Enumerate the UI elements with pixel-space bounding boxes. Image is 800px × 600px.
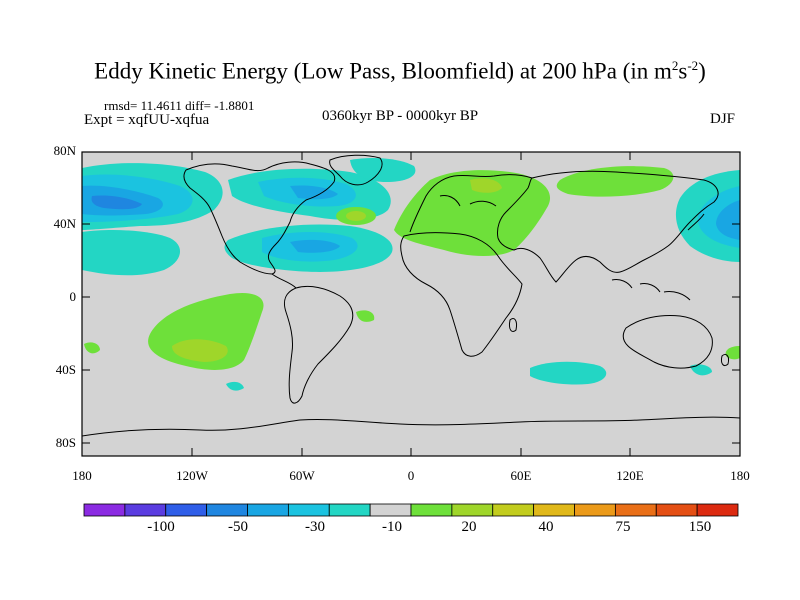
season-label: DJF: [710, 111, 736, 127]
anomaly-region: [530, 361, 607, 385]
coast-south-america: [283, 285, 354, 404]
x-tick-label: 120E: [616, 468, 644, 483]
map-title: Eddy Kinetic Energy (Low Pass, Bloomfiel…: [94, 58, 706, 84]
anomaly-region: [356, 310, 375, 322]
colorbar-swatch: [451, 503, 494, 517]
y-tick-label: 40N: [53, 216, 76, 231]
anomaly-region: [91, 195, 142, 210]
x-tick-label: 60W: [289, 468, 315, 483]
colorbar-swatch: [655, 503, 698, 517]
colorbar-label: -50: [228, 519, 248, 535]
colorbar-swatch: [533, 503, 575, 517]
coastlines: [82, 154, 740, 437]
colorbar-swatch: [328, 503, 371, 517]
y-tick-label: 40S: [55, 362, 76, 377]
coast-greenland: [329, 154, 383, 186]
x-tick-label: 60E: [510, 468, 532, 483]
coast-europe: [409, 174, 533, 233]
colorbar-label: 75: [615, 519, 631, 535]
field-layer: [82, 152, 740, 456]
y-tick-label: 80N: [53, 143, 76, 158]
colorbar-swatch: [369, 503, 412, 517]
colorbar-label: 150: [688, 519, 712, 535]
y-tick-label: 0: [69, 289, 77, 304]
colorbar-swatch: [287, 503, 330, 517]
coast-central-america: [271, 273, 297, 289]
coast-north-america: [183, 161, 336, 275]
colorbar-swatch: [410, 503, 453, 517]
x-tick-label: 180: [72, 468, 92, 483]
anomaly-region: [394, 170, 551, 256]
experiment-label: Expt = xqfUU-xqfua: [84, 112, 210, 128]
coast-japan: [687, 213, 705, 231]
coast-africa: [400, 232, 523, 357]
period-label: 0360kyr BP - 0000kyr BP: [322, 108, 479, 124]
anomaly-region: [470, 178, 502, 193]
anomaly-region: [716, 200, 740, 240]
anomaly-region: [346, 211, 366, 221]
x-tick-label: 120W: [176, 468, 208, 483]
y-tick-label: 80S: [55, 435, 76, 450]
colorbar-swatch: [83, 503, 126, 517]
coast-asia: [497, 170, 719, 283]
colorbar-label: -100: [147, 519, 175, 535]
anomaly-region: [226, 381, 244, 391]
coast-indonesia: [611, 279, 691, 301]
anomaly-region: [84, 342, 100, 354]
coast-madagascar: [509, 317, 517, 333]
coast-new-zealand: [721, 353, 729, 367]
colorbar-label: -10: [382, 519, 402, 535]
colorbar-swatch: [614, 503, 657, 517]
colorbar-label: 20: [461, 519, 477, 535]
anomaly-region: [690, 364, 712, 376]
colorbar-swatch: [124, 503, 167, 517]
colorbar: [83, 503, 739, 517]
anomaly-region: [82, 230, 181, 276]
anomaly-region: [290, 185, 338, 200]
colorbar-swatch: [247, 503, 289, 517]
colorbar-swatch: [492, 503, 535, 517]
colorbar-label: -30: [305, 519, 325, 535]
anomaly-region: [290, 239, 340, 253]
colorbar-swatch: [206, 503, 248, 517]
colorbar-swatch: [165, 503, 208, 517]
coast-australia: [622, 315, 713, 369]
anomaly-region: [350, 158, 416, 182]
x-tick-label: 0: [407, 468, 415, 483]
anomaly-region: [172, 339, 228, 362]
stats-label: rmsd= 11.4611 diff= -1.8801: [104, 98, 255, 113]
colorbar-label: 40: [538, 519, 554, 535]
colorbar-swatch: [696, 503, 739, 517]
anomaly-region: [725, 346, 740, 360]
axis-ticks: [82, 151, 740, 456]
coast-antarctica: [82, 416, 740, 437]
x-tick-label: 180: [730, 468, 750, 483]
colorbar-swatch: [574, 503, 616, 517]
